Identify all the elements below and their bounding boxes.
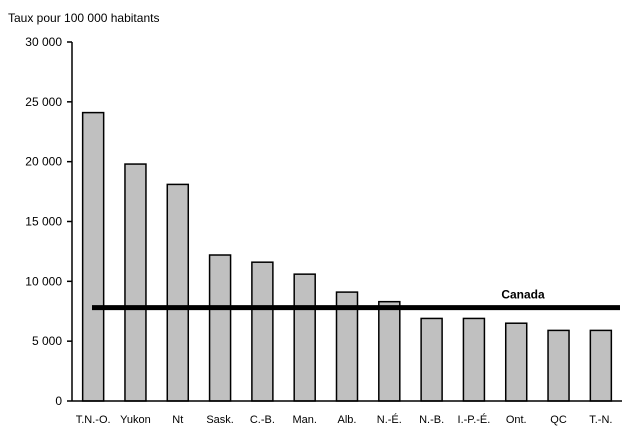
y-tick-label: 10 000 — [25, 274, 62, 288]
x-tick-label: Nt — [172, 414, 183, 426]
bar — [251, 261, 274, 402]
y-axis-ticks: 0 5 000 10 000 15 000 20 000 25 000 30 000 — [25, 35, 72, 408]
x-tick-label: Yukon — [120, 414, 151, 426]
bar — [420, 317, 443, 402]
y-tick-label: 20 000 — [25, 155, 62, 169]
x-tick-label: Alb. — [338, 414, 357, 426]
bar — [547, 329, 570, 402]
x-tick-label: QC — [550, 414, 567, 426]
y-tick-label: 25 000 — [25, 95, 62, 109]
y-tick-label: 15 000 — [25, 215, 62, 229]
bar — [504, 322, 528, 402]
bar — [166, 183, 190, 402]
bar — [589, 329, 613, 402]
x-tick-label: N.-B. — [419, 414, 444, 426]
bar — [293, 273, 316, 402]
x-tick-label: N.-É. — [377, 413, 402, 426]
x-tick-label: T.-N. — [589, 414, 612, 426]
x-axis-labels: T.N.-O. Yukon Nt Sask. C.-B. Man. Alb. N.-É. N.-… — [76, 413, 613, 426]
x-tick-label: Sask. — [206, 414, 234, 426]
bar — [462, 317, 486, 402]
y-tick-label: 0 — [55, 394, 62, 408]
x-tick-label: Man. — [292, 414, 316, 426]
x-tick-label: C.-B. — [250, 414, 275, 426]
y-tick-label: 30 000 — [25, 35, 62, 49]
bars — [81, 111, 613, 402]
x-tick-label: I.-P.-É. — [458, 413, 491, 426]
x-tick-label: T.N.-O. — [76, 414, 111, 426]
bar — [124, 163, 147, 402]
bar — [208, 254, 232, 402]
canada-reference-label: Canada — [501, 288, 545, 302]
x-tick-label: Ont. — [506, 414, 527, 426]
y-axis-label: Taux pour 100 000 habitants — [8, 11, 159, 25]
bar — [378, 300, 401, 402]
bar — [81, 111, 105, 402]
y-tick-label: 5 000 — [32, 334, 62, 348]
